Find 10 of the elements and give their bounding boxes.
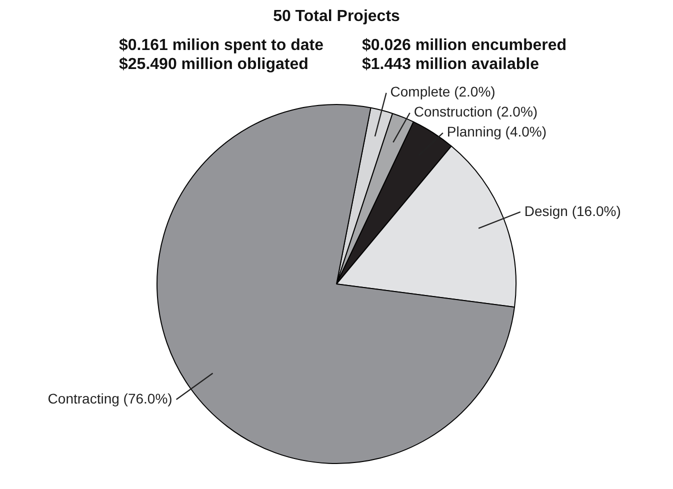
slice-label: Complete (2.0%) bbox=[390, 84, 496, 100]
slice-label: Contracting (76.0%) bbox=[48, 390, 172, 406]
text: $1.443 million available bbox=[362, 55, 540, 74]
slice-label: Planning (4.0%) bbox=[446, 124, 547, 140]
slice-label: Design (16.0%) bbox=[524, 202, 621, 219]
slice-label: Construction (2.0%) bbox=[414, 104, 538, 120]
text: $0.161 milion spent to date bbox=[119, 36, 324, 55]
text: $0.026 million encumbered bbox=[362, 36, 568, 55]
text: $25.490 million obligated bbox=[119, 55, 310, 74]
chart-title: 50 Total Projects bbox=[272, 8, 401, 27]
